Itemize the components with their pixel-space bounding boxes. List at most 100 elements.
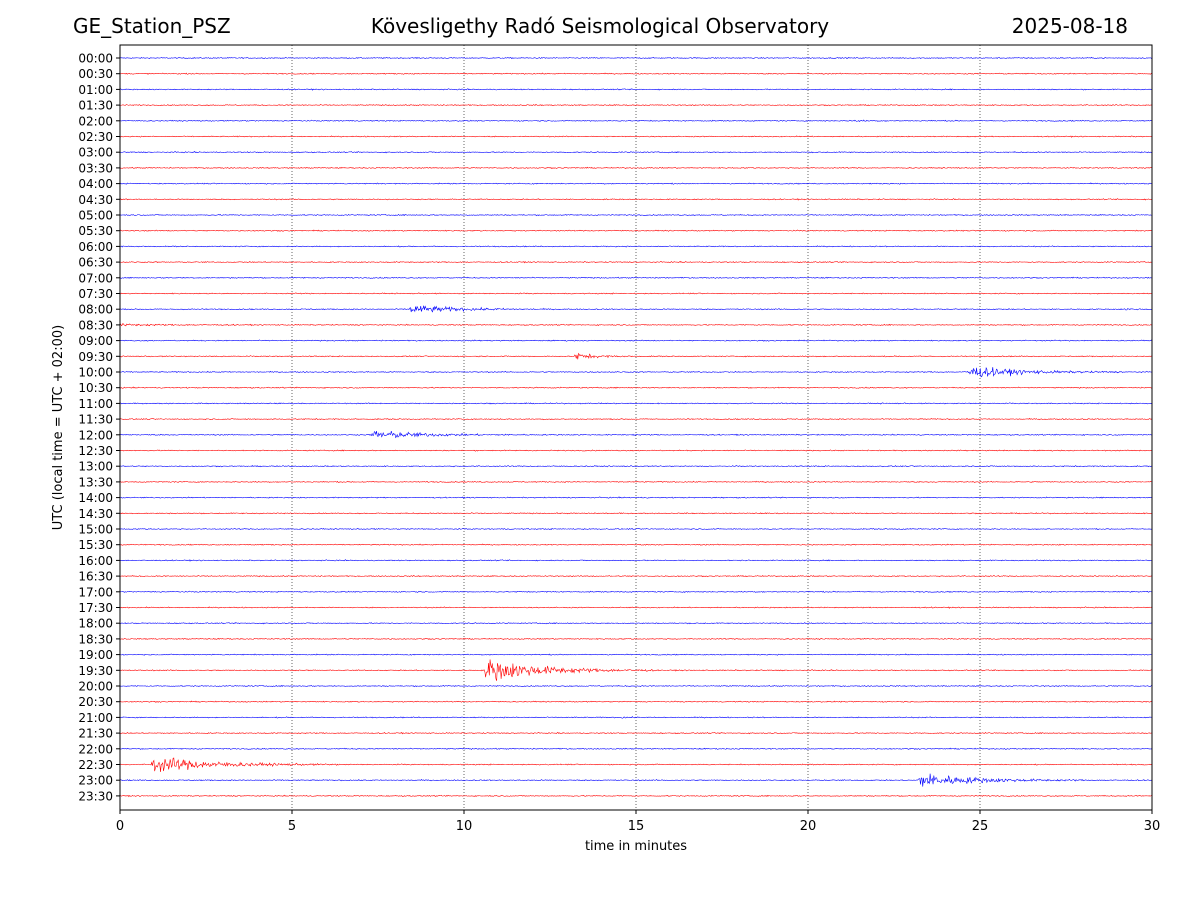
x-tick-label: 30 xyxy=(1144,819,1161,834)
y-tick-label: 13:30 xyxy=(78,475,113,489)
trace-1800 xyxy=(119,622,1153,625)
trace-0730 xyxy=(119,292,1153,295)
y-tick-label: 08:30 xyxy=(78,318,113,332)
trace-0330 xyxy=(119,166,1153,169)
trace-0400 xyxy=(119,182,1153,185)
y-tick-label: 03:30 xyxy=(78,161,113,175)
y-tick-label: 22:00 xyxy=(78,742,113,756)
y-tick-label: 16:30 xyxy=(78,570,113,584)
y-tick-label: 17:30 xyxy=(78,601,113,615)
y-tick-label: 13:00 xyxy=(78,460,113,474)
y-tick-label: 17:00 xyxy=(78,585,113,599)
trace-0500 xyxy=(119,213,1153,217)
y-tick-label: 14:30 xyxy=(78,507,113,521)
y-tick-label: 21:00 xyxy=(78,711,113,725)
trace-0830 xyxy=(119,322,1153,327)
trace-0930 xyxy=(119,352,1153,360)
trace-2330 xyxy=(119,794,1153,798)
trace-0600 xyxy=(119,245,1153,248)
trace-1330 xyxy=(119,480,1153,483)
y-tick-label: 10:00 xyxy=(78,366,113,380)
y-tick-label: 23:00 xyxy=(78,774,113,788)
y-tick-label: 04:00 xyxy=(78,177,113,191)
y-tick-label: 06:30 xyxy=(78,256,113,270)
y-tick-label: 10:30 xyxy=(78,381,113,395)
y-tick-label: 00:00 xyxy=(78,52,113,66)
y-tick-label: 06:00 xyxy=(78,240,113,254)
y-tick-label: 20:30 xyxy=(78,695,113,709)
trace-1500 xyxy=(119,527,1153,531)
x-tick-label: 15 xyxy=(628,819,645,834)
x-tick-label: 20 xyxy=(800,819,817,834)
trace-2130 xyxy=(119,731,1153,735)
y-tick-label: 21:30 xyxy=(78,727,113,741)
y-tick-label: 05:00 xyxy=(78,209,113,223)
y-tick-label: 07:30 xyxy=(78,287,113,301)
y-tick-label: 20:00 xyxy=(78,680,113,694)
y-tick-label: 23:30 xyxy=(78,789,113,803)
y-tick-label: 04:30 xyxy=(78,193,113,207)
y-tick-label: 16:00 xyxy=(78,554,113,568)
trace-0800 xyxy=(119,305,1153,313)
trace-0430 xyxy=(119,198,1153,201)
trace-2000 xyxy=(119,684,1153,688)
trace-0130 xyxy=(119,103,1153,107)
trace-2100 xyxy=(119,716,1153,719)
trace-2230 xyxy=(119,757,1153,772)
trace-1630 xyxy=(120,574,1153,578)
trace-group xyxy=(119,56,1153,798)
trace-1230 xyxy=(119,449,1153,452)
x-tick-label: 25 xyxy=(972,819,989,834)
trace-0530 xyxy=(119,229,1153,232)
trace-2300 xyxy=(119,773,1153,787)
x-tick-label: 10 xyxy=(456,819,473,834)
y-tick-label: 19:30 xyxy=(78,664,113,678)
observatory-title: Kövesligethy Radó Seismological Observat… xyxy=(370,14,830,38)
y-tick-label: 01:00 xyxy=(78,83,113,97)
trace-1830 xyxy=(119,637,1153,640)
grid-lines xyxy=(291,45,981,810)
trace-1000 xyxy=(119,366,1152,378)
y-tick-label: 09:30 xyxy=(78,350,113,364)
y-tick-label: 03:00 xyxy=(78,146,113,160)
trace-0100 xyxy=(119,88,1153,91)
y-tick-label: 19:00 xyxy=(78,648,113,662)
trace-0630 xyxy=(119,260,1153,264)
trace-0000 xyxy=(119,56,1153,60)
trace-0030 xyxy=(119,72,1153,75)
trace-0230 xyxy=(119,135,1153,138)
y-tick-label: 18:30 xyxy=(78,632,113,646)
x-axis-label: time in minutes xyxy=(585,839,687,854)
y-tick-label: 18:00 xyxy=(78,617,113,631)
trace-1900 xyxy=(119,653,1153,656)
y-tick-label: 15:00 xyxy=(78,523,113,537)
trace-1100 xyxy=(119,402,1153,405)
y-tick-label: 11:00 xyxy=(78,397,113,411)
trace-0300 xyxy=(119,151,1153,154)
trace-0700 xyxy=(119,276,1153,279)
trace-0200 xyxy=(119,119,1153,122)
y-tick-label: 15:30 xyxy=(78,538,113,552)
trace-1600 xyxy=(119,559,1153,562)
y-tick-label: 11:30 xyxy=(78,413,113,427)
trace-1400 xyxy=(119,496,1153,499)
y-tick-label: 02:00 xyxy=(78,114,113,128)
trace-1300 xyxy=(119,465,1153,468)
y-tick-label: 05:30 xyxy=(78,224,113,238)
y-tick-label: 07:00 xyxy=(78,271,113,285)
y-axis-label: UTC (local time = UTC + 02:00) xyxy=(51,325,66,530)
date-label: 2025-08-18 xyxy=(1011,14,1128,38)
trace-1530 xyxy=(119,543,1153,546)
y-tick-label: 08:00 xyxy=(78,303,113,317)
y-tick-label: 00:30 xyxy=(78,67,113,81)
y-tick-label: 02:30 xyxy=(78,130,113,144)
trace-1930 xyxy=(119,659,1153,681)
trace-1130 xyxy=(119,417,1153,421)
station-name: GE_Station_PSZ xyxy=(73,14,231,38)
trace-1030 xyxy=(119,386,1153,389)
y-tick-label: 22:30 xyxy=(78,758,113,772)
y-tick-label: 12:30 xyxy=(78,444,113,458)
trace-1730 xyxy=(119,606,1153,609)
